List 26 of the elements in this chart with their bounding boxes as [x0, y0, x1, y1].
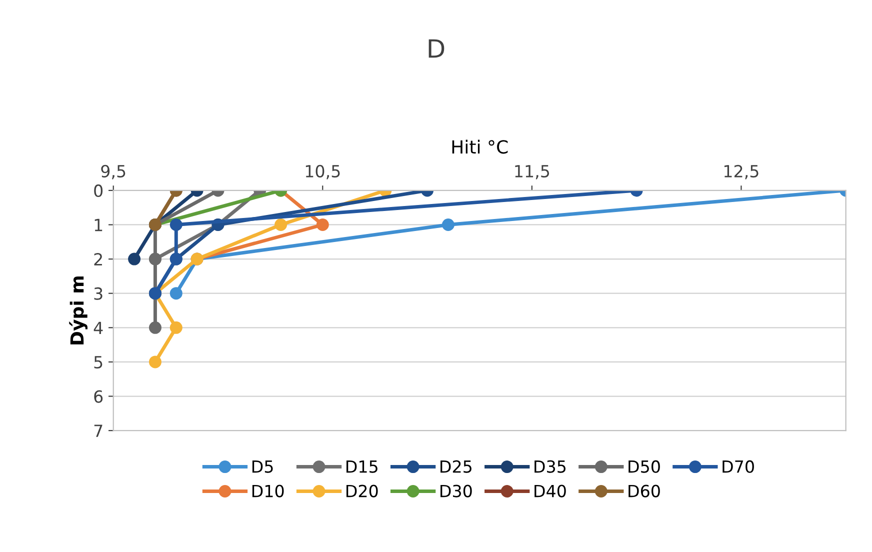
x-tick-label: 9,5: [101, 164, 126, 180]
legend-label: D70: [722, 460, 754, 473]
y-tick-label: 0: [94, 184, 103, 198]
legend-label: D15: [346, 460, 378, 473]
y-tick-label: 5: [94, 356, 102, 369]
y-tick-label: 3: [94, 287, 102, 300]
legend-label: D20: [346, 484, 378, 498]
y-tick-label: 4: [94, 322, 103, 334]
legend-label: D25: [440, 460, 472, 473]
y-tick-label: 6: [94, 390, 103, 403]
legend-label: D30: [440, 484, 472, 498]
x-tick-label: 11,5: [515, 165, 550, 180]
y-tick-label: 7: [94, 424, 102, 437]
y-tick-label: 1: [94, 218, 102, 232]
y-axis-title: Dýpi m: [69, 276, 88, 344]
x-axis-title: Hiti °C: [452, 140, 508, 154]
legend-label: D10: [252, 484, 284, 498]
legend-label: D5: [252, 460, 273, 473]
chart-title: D: [428, 39, 444, 58]
x-tick-label: 12,5: [724, 164, 758, 180]
legend-label: D60: [628, 484, 660, 498]
x-tick-label: 10,5: [306, 164, 340, 180]
legend-label: D35: [534, 460, 566, 473]
y-tick-label: 2: [94, 253, 102, 266]
legend-label: D40: [534, 484, 566, 498]
legend-label: D50: [628, 460, 660, 473]
